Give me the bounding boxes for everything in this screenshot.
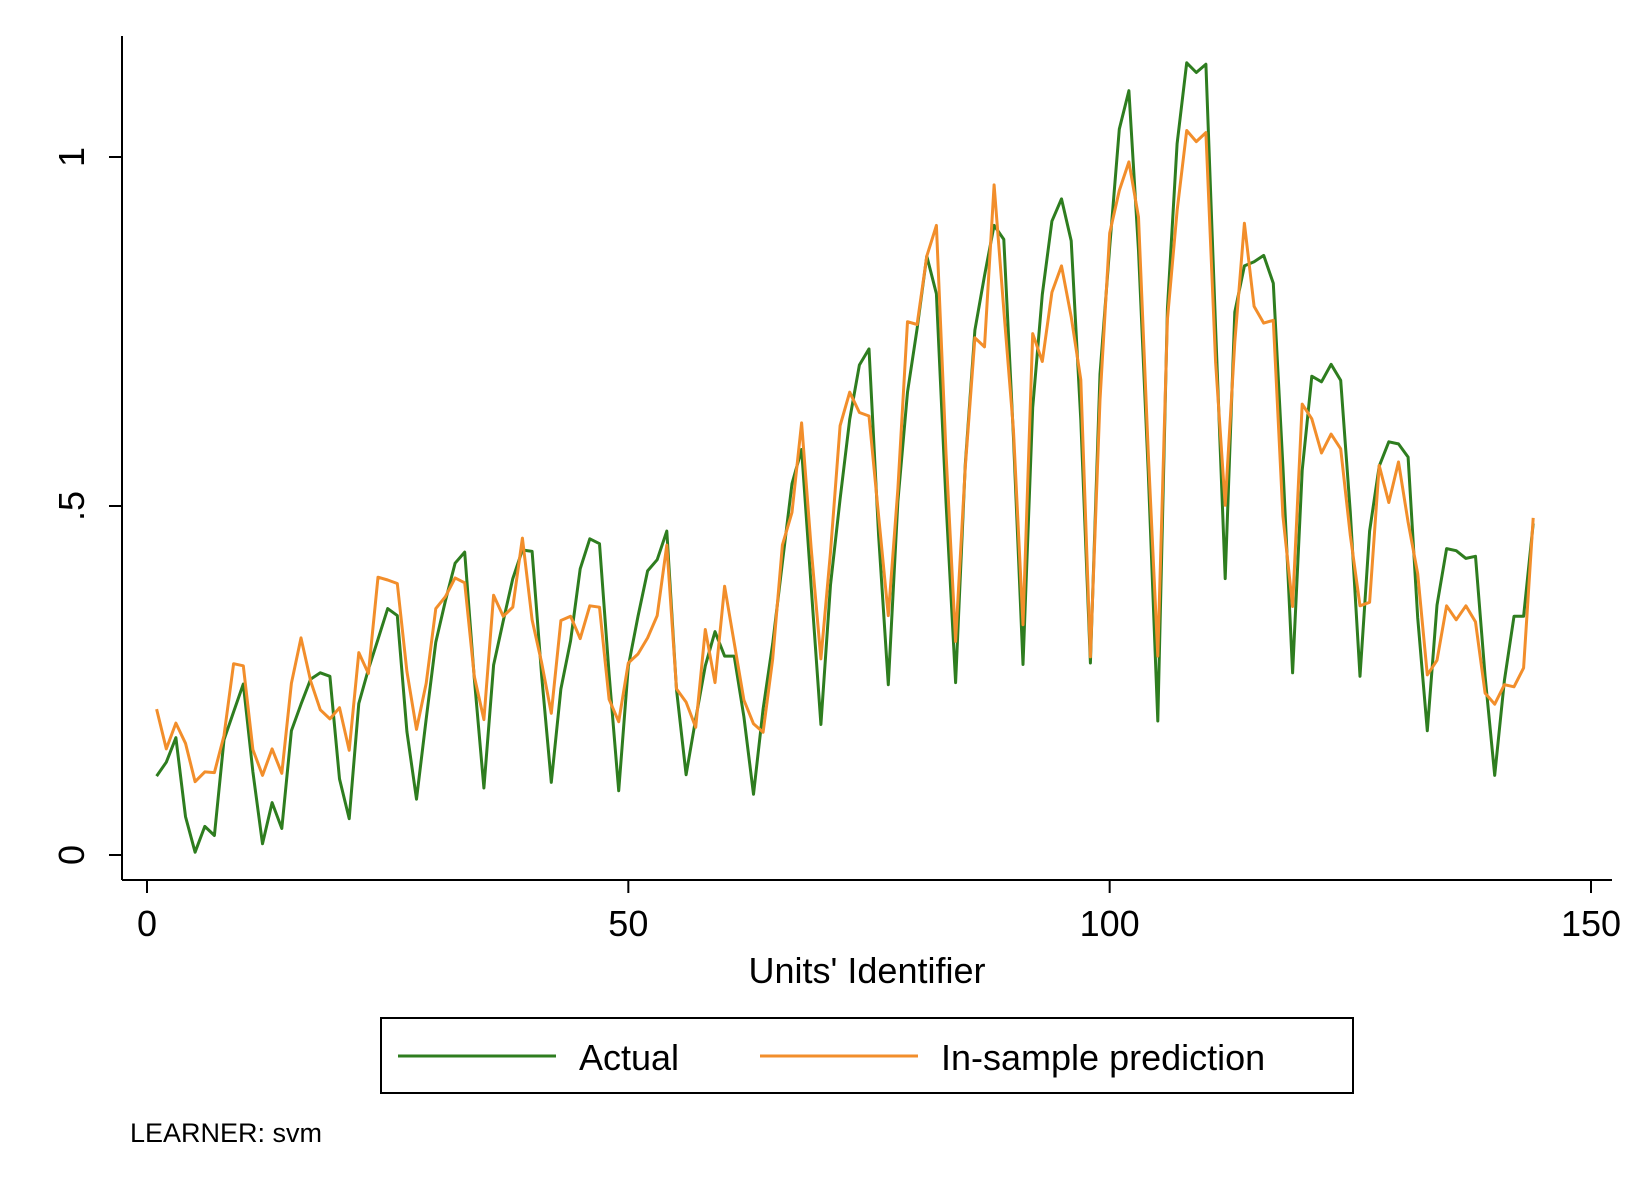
- y-tick-label: 1: [51, 147, 92, 167]
- legend-label-in-sample-prediction: In-sample prediction: [941, 1037, 1265, 1078]
- plot-area: [155, 61, 1535, 854]
- x-axis-title: Units' Identifier: [749, 950, 986, 991]
- x-tick-label: 150: [1561, 903, 1621, 944]
- legend: Actual In-sample prediction: [380, 1017, 1354, 1094]
- x-tick-label: 50: [608, 903, 648, 944]
- x-tick-label: 0: [137, 903, 157, 944]
- y-axis-ticks: 0.51: [51, 147, 122, 865]
- y-tick-label: .5: [51, 491, 92, 521]
- y-tick-label: 0: [51, 845, 92, 865]
- x-axis-ticks: 0 50 100 150: [137, 880, 1621, 944]
- legend-label-actual: Actual: [579, 1037, 679, 1078]
- series-line-in-sample-prediction: [155, 129, 1535, 784]
- learner-note: LEARNER: svm: [130, 1118, 322, 1148]
- x-tick-label: 100: [1080, 903, 1140, 944]
- series-line-actual: [155, 61, 1535, 854]
